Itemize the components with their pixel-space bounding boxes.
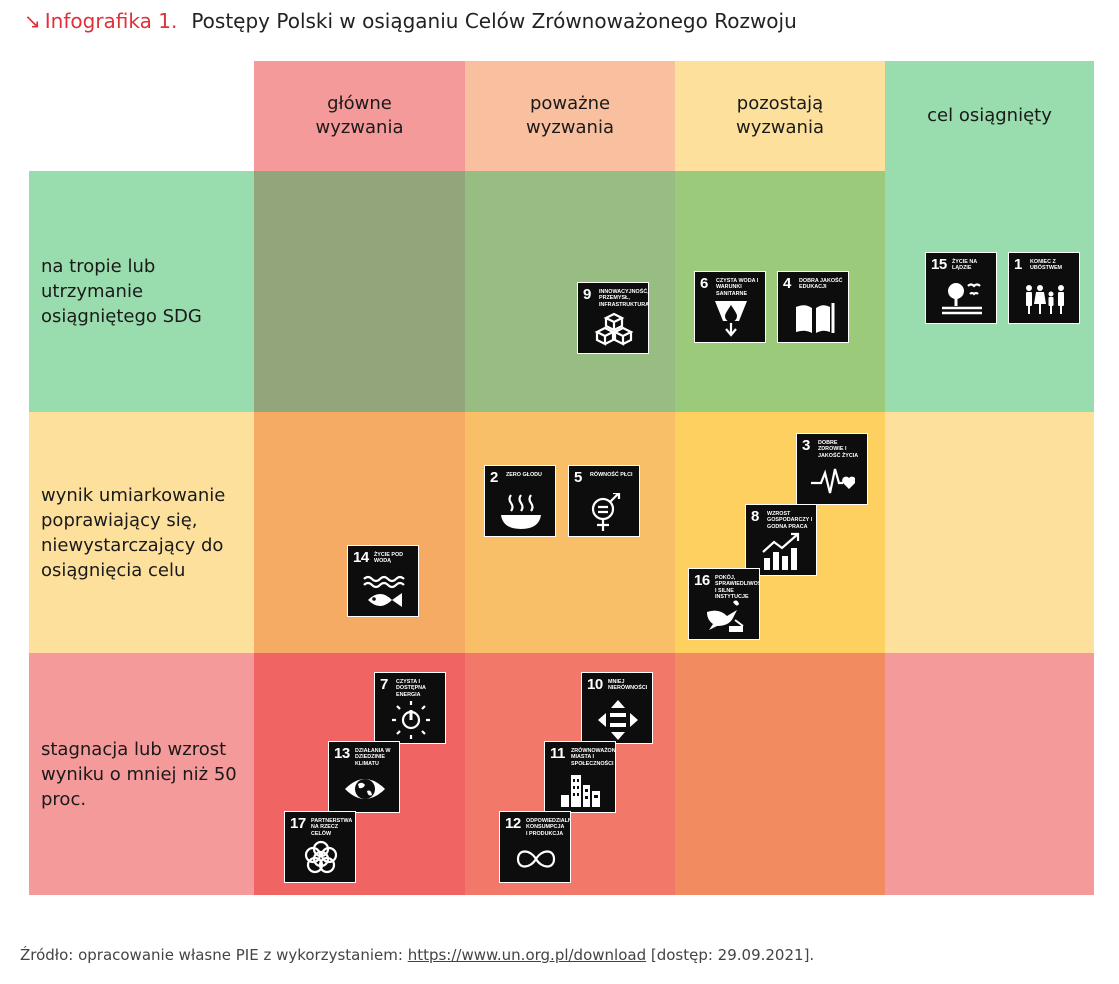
sdg-goal-tile: 2 Zero głodu [484, 465, 556, 537]
matrix-cell [885, 653, 1094, 895]
column-header: poważne wyzwania [465, 61, 675, 171]
goal-number: 10 [587, 676, 603, 693]
goal-number: 12 [505, 815, 521, 832]
goal-number: 7 [380, 676, 388, 693]
goal-label: Mniej nierówności [608, 679, 648, 692]
goal-number: 6 [700, 275, 708, 292]
source-prefix: Źródło: opracowanie własne PIE z wykorzy… [20, 946, 408, 964]
sdg-goal-tile: 9 Innowacyjność, przemysł, infrastruktura [577, 282, 649, 354]
goal-number: 9 [583, 286, 591, 303]
source-link[interactable]: https://www.un.org.pl/download [407, 946, 647, 964]
row-header: na tropie lub utrzymanie osiągniętego SD… [29, 171, 254, 412]
sdg-goal-tile: 10 Mniej nierówności [581, 672, 653, 744]
matrix-cell [675, 653, 885, 895]
infographic-title: ↘ Infografika 1. Postępy Polski w osiągani… [24, 8, 797, 34]
sdg-goal-tile: 13 Działania w dziedzinie klimatu [328, 741, 400, 813]
goal-label: Koniec z ubóstwem [1030, 259, 1063, 272]
goal-number: 16 [694, 572, 710, 589]
goal-number: 14 [353, 549, 369, 566]
goal-label: Zrównoważone miasta i społeczności [571, 748, 616, 767]
goal-label: Czysta woda i warunki sanitarne [716, 278, 759, 297]
goal-number: 5 [574, 469, 582, 486]
goal-label: Wzrost gospodarczy i godna praca [767, 511, 813, 530]
column-header: cel osiągnięty [885, 61, 1094, 171]
sdg-goal-tile: 6 Czysta woda i warunki sanitarne [694, 271, 766, 343]
sdg-goal-tile: 16 Pokój, sprawiedliwość i silne instytuc… [688, 568, 760, 640]
row-header: wynik umiarkowanie poprawiający się, nie… [29, 412, 254, 653]
sdg-goal-tile: 11 Zrównoważone miasta i społeczności [544, 741, 616, 813]
goal-label: Dobre zdrowie i jakość życia [818, 440, 859, 459]
goal-number: 2 [490, 469, 498, 486]
sdg-goal-tile: 14 Życie pod wodą [347, 545, 419, 617]
goal-number: 8 [751, 508, 759, 525]
goal-label: Odpowiedzialna konsumpcja i produkcja [526, 818, 571, 837]
sdg-goal-tile: 15 Życie na lądzie [925, 252, 997, 324]
page-title: Postępy Polski w osiąganiu Celów Zrównow… [191, 9, 797, 33]
source-note: Źródło: opracowanie własne PIE z wykorzy… [20, 946, 814, 964]
goal-number: 13 [334, 745, 350, 762]
matrix-cell [254, 171, 465, 412]
sdg-goal-tile: 7 Czysta i dostępna energia [374, 672, 446, 744]
infographic-label: Infografika 1. [44, 9, 178, 33]
goal-label: Czysta i dostępna energia [396, 679, 426, 698]
sdg-goal-tile: 1 Koniec z ubóstwem [1008, 252, 1080, 324]
sdg-goal-tile: 3 Dobre zdrowie i jakość życia [796, 433, 868, 505]
goal-label: Działania w dziedzinie klimatu [355, 748, 391, 767]
goal-number: 17 [290, 815, 306, 832]
goal-number: 1 [1014, 256, 1022, 273]
goal-label: Dobra jakość edukacji [799, 278, 843, 291]
row-header: stagnacja lub wzrost wyniku o mniej niż … [29, 653, 254, 895]
goal-label: Życie na lądzie [952, 259, 977, 272]
goal-label: Innowacyjność, przemysł, infrastruktura [599, 289, 649, 308]
column-header: pozostają wyzwania [675, 61, 885, 171]
goal-number: 11 [550, 745, 565, 762]
goal-label: Równość płci [590, 472, 633, 478]
arrow-down-right-icon: ↘ [24, 9, 41, 33]
sdg-goal-tile: 12 Odpowiedzialna konsumpcja i produkcja [499, 811, 571, 883]
sdg-goal-tile: 17 Partnerstwa na rzecz celów [284, 811, 356, 883]
goal-number: 15 [931, 256, 947, 273]
sdg-goal-tile: 8 Wzrost gospodarczy i godna praca [745, 504, 817, 576]
sdg-goal-tile: 5 Równość płci [568, 465, 640, 537]
goal-number: 4 [783, 275, 791, 292]
goal-label: Pokój, sprawiedliwość i silne instytucje [715, 575, 759, 601]
source-suffix: [dostęp: 29.09.2021]. [646, 946, 815, 964]
goal-number: 3 [802, 437, 810, 454]
goal-label: Partnerstwa na rzecz celów [311, 818, 353, 837]
matrix-cell [885, 412, 1094, 653]
goal-label: Zero głodu [506, 472, 542, 478]
column-header: główne wyzwania [254, 61, 465, 171]
goal-label: Życie pod wodą [374, 552, 404, 565]
sdg-goal-tile: 4 Dobra jakość edukacji [777, 271, 849, 343]
